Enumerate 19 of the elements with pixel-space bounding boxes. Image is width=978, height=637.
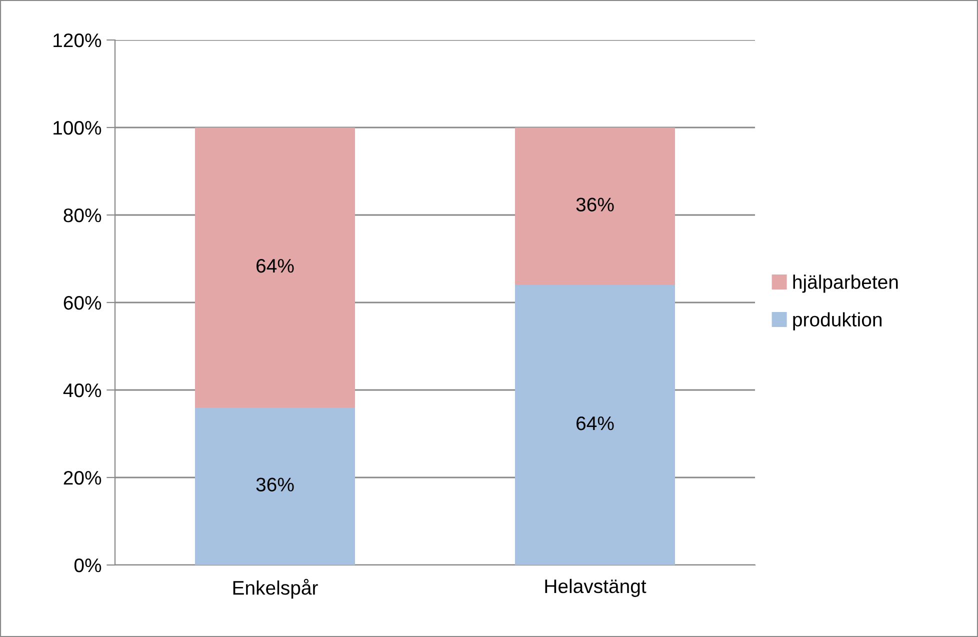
x-tick-label: Enkelspår [233, 578, 318, 599]
y-tick-label: 40% [63, 383, 102, 398]
legend-label: hjälparbeten [793, 274, 898, 293]
y-tick-label: 20% [64, 470, 102, 485]
y-tick-label: 60% [64, 296, 102, 310]
y-tick-label: 0% [74, 558, 102, 572]
data-label: 64% [576, 416, 614, 430]
bar [195, 128, 355, 408]
y-tick-label: 120% [54, 33, 102, 48]
x-tick-label: Helavstängt [545, 578, 646, 598]
data-label: 64% [256, 258, 294, 273]
data-label: 36% [256, 478, 294, 492]
y-tick-label: 100% [54, 120, 102, 135]
y-tick-label: 80% [64, 208, 102, 222]
bar [515, 285, 675, 565]
data-label: 36% [576, 198, 614, 212]
bar [515, 128, 675, 285]
bar [195, 408, 355, 565]
legend-label: produktion [793, 312, 882, 330]
